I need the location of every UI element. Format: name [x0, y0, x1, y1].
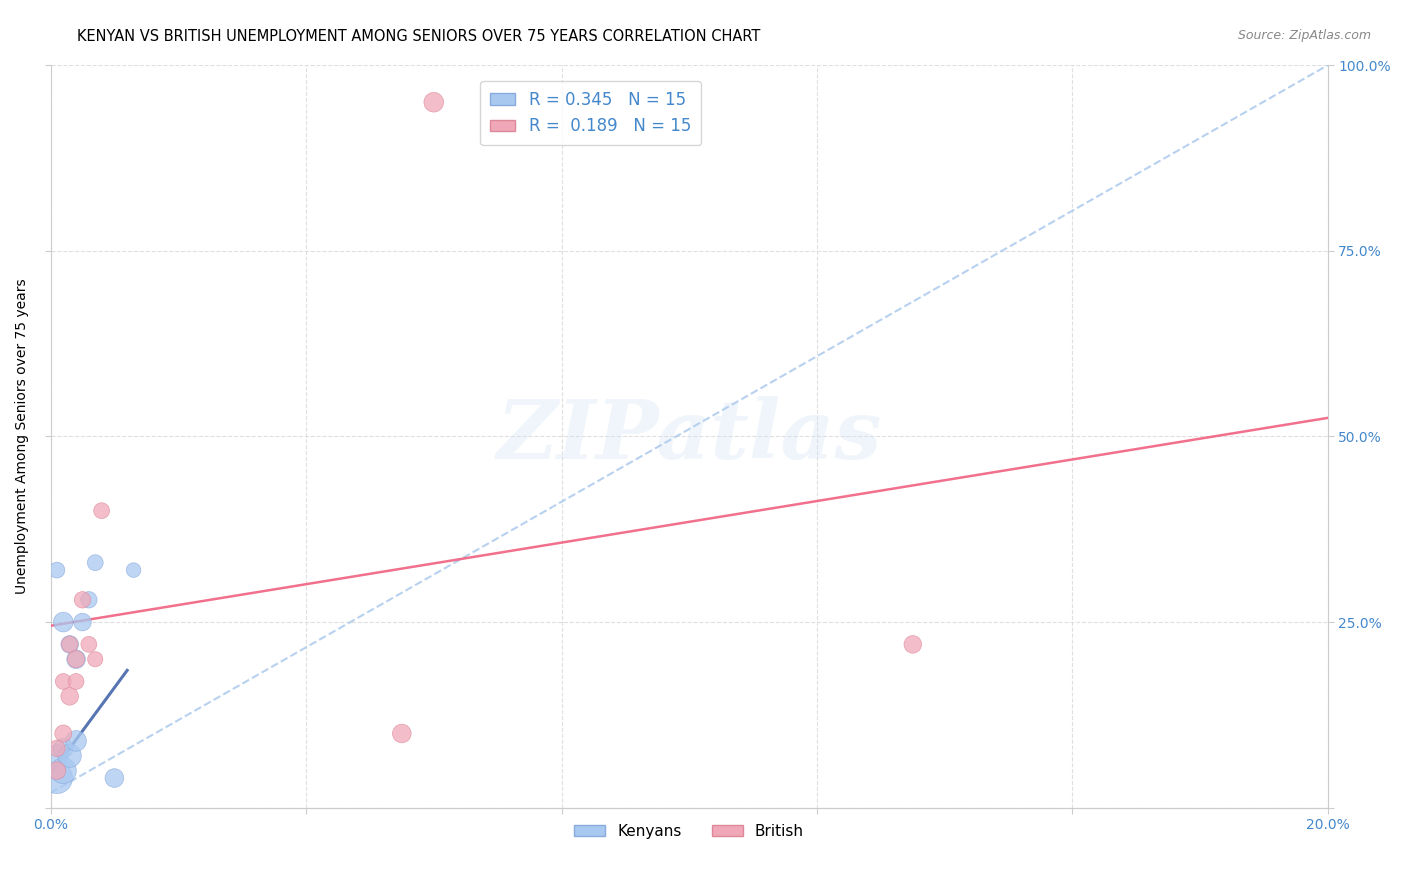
- Text: Source: ZipAtlas.com: Source: ZipAtlas.com: [1237, 29, 1371, 42]
- Point: [72, 615, 94, 629]
- Point: [77, 592, 100, 607]
- Point: [77, 637, 100, 651]
- Point: [65, 652, 87, 666]
- Point: [122, 563, 145, 577]
- Text: ZIPatlas: ZIPatlas: [496, 396, 882, 476]
- Point: [45, 748, 67, 763]
- Point: [59, 637, 82, 651]
- Point: [52, 726, 75, 740]
- Point: [65, 734, 87, 748]
- Point: [65, 674, 87, 689]
- Point: [59, 690, 82, 704]
- Text: KENYAN VS BRITISH UNEMPLOYMENT AMONG SENIORS OVER 75 YEARS CORRELATION CHART: KENYAN VS BRITISH UNEMPLOYMENT AMONG SEN…: [77, 29, 761, 44]
- Point: [59, 637, 82, 651]
- Point: [84, 652, 107, 666]
- Point: [45, 741, 67, 756]
- Point: [65, 652, 87, 666]
- Point: [45, 771, 67, 785]
- Point: [52, 741, 75, 756]
- Y-axis label: Unemployment Among Seniors over 75 years: Unemployment Among Seniors over 75 years: [15, 278, 30, 594]
- Point: [90, 504, 112, 518]
- Point: [103, 771, 125, 785]
- Legend: Kenyans, British: Kenyans, British: [568, 817, 810, 845]
- Point: [84, 556, 107, 570]
- Point: [901, 637, 924, 651]
- Point: [52, 674, 75, 689]
- Point: [423, 95, 446, 110]
- Point: [52, 764, 75, 778]
- Point: [45, 563, 67, 577]
- Point: [59, 748, 82, 763]
- Point: [72, 592, 94, 607]
- Point: [45, 764, 67, 778]
- Point: [52, 615, 75, 629]
- Point: [391, 726, 413, 740]
